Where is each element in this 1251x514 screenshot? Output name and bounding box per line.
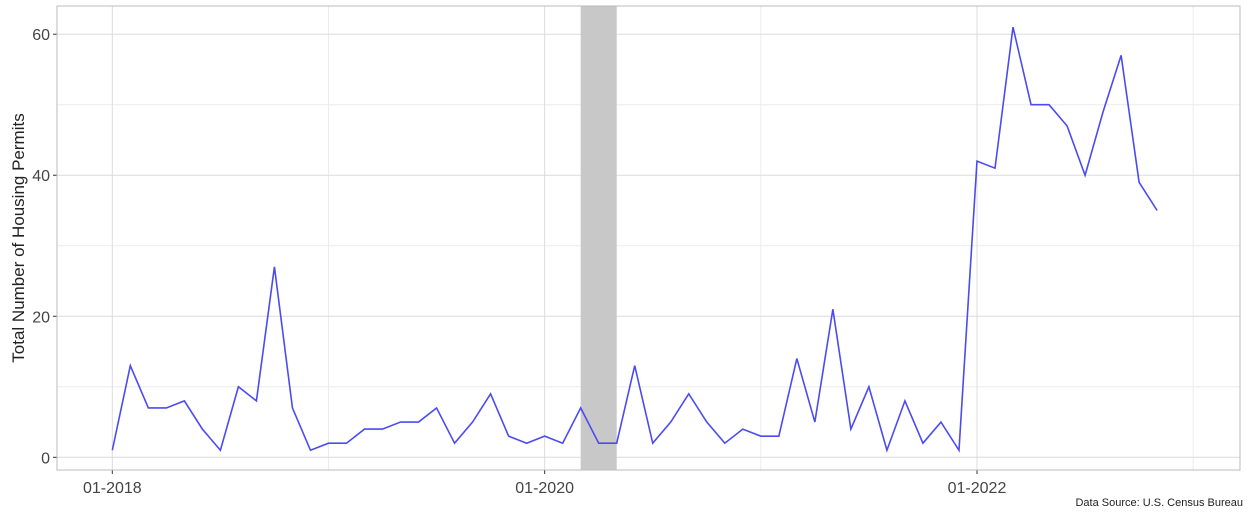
caption: Data Source: U.S. Census Bureau bbox=[1075, 497, 1243, 509]
x-tick-label: 01-2018 bbox=[83, 480, 142, 497]
y-tick-label: 0 bbox=[41, 450, 50, 467]
y-axis-label: Total Number of Housing Permits bbox=[9, 113, 28, 362]
y-tick-label: 60 bbox=[32, 27, 50, 44]
plot-background bbox=[57, 6, 1240, 470]
data-line bbox=[111, 26, 1158, 453]
x-tick-label: 01-2020 bbox=[515, 480, 574, 497]
shaded-period bbox=[580, 6, 617, 470]
plot-border bbox=[56, 5, 1241, 471]
y-tick-label: 20 bbox=[32, 309, 50, 326]
y-tick-label: 40 bbox=[32, 168, 50, 185]
x-tick-label: 01-2022 bbox=[948, 480, 1007, 497]
